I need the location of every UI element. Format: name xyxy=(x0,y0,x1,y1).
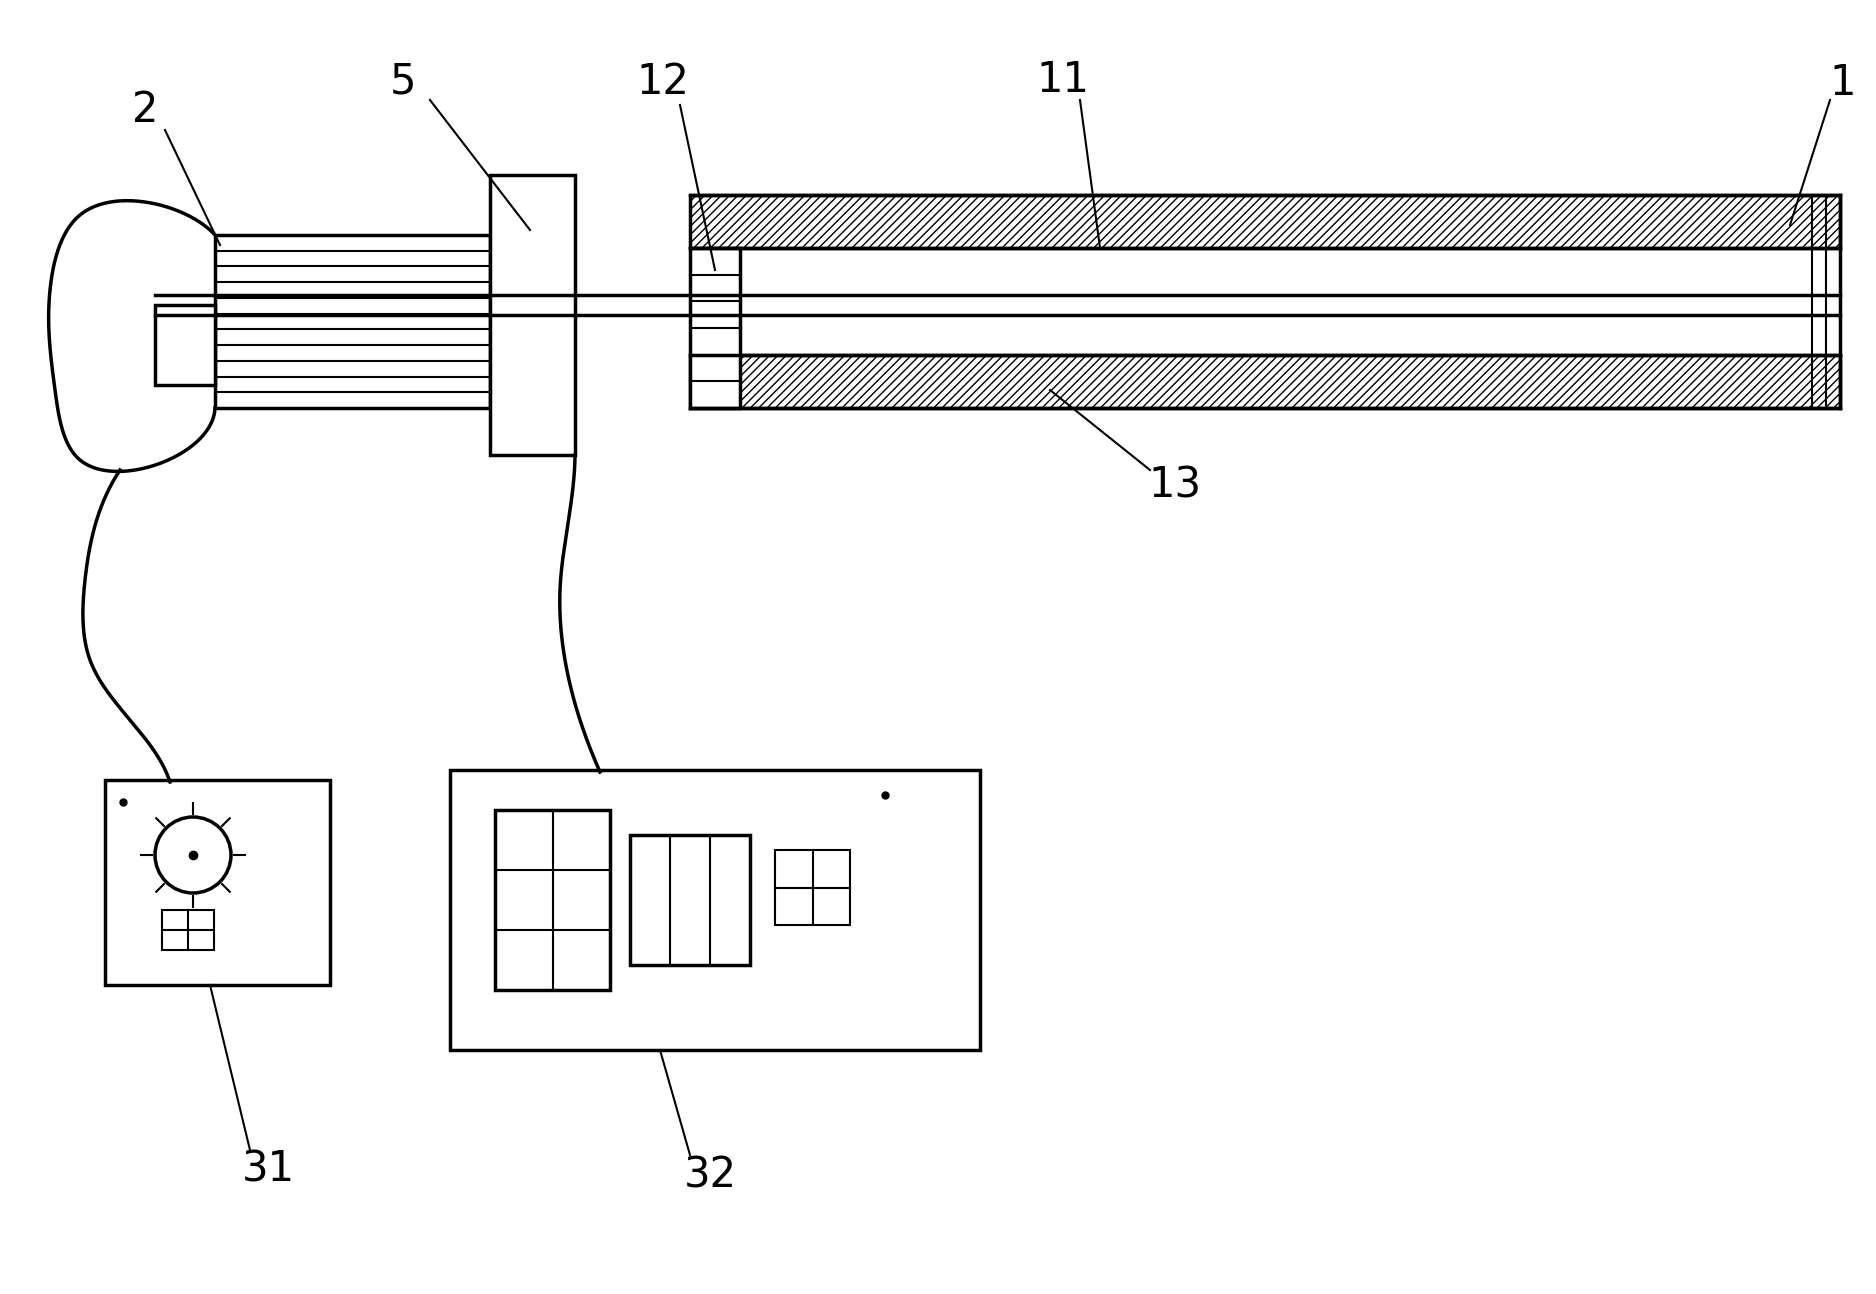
Bar xyxy=(495,810,610,990)
Text: 12: 12 xyxy=(636,61,690,104)
Text: 13: 13 xyxy=(1148,465,1201,506)
Bar xyxy=(775,850,850,925)
Text: 11: 11 xyxy=(1037,60,1090,101)
Text: 32: 32 xyxy=(683,1154,737,1196)
Bar xyxy=(630,835,750,965)
Bar xyxy=(690,248,739,408)
Bar xyxy=(690,195,1840,248)
Bar xyxy=(490,175,576,455)
Bar xyxy=(105,780,330,985)
Text: 2: 2 xyxy=(131,89,158,131)
Text: 31: 31 xyxy=(242,1149,295,1190)
Bar xyxy=(161,910,214,950)
Text: 5: 5 xyxy=(390,61,416,104)
Bar xyxy=(690,355,1840,408)
Bar xyxy=(156,305,216,386)
Bar xyxy=(450,770,979,1049)
Text: 1: 1 xyxy=(1829,62,1855,104)
Bar xyxy=(216,236,490,408)
